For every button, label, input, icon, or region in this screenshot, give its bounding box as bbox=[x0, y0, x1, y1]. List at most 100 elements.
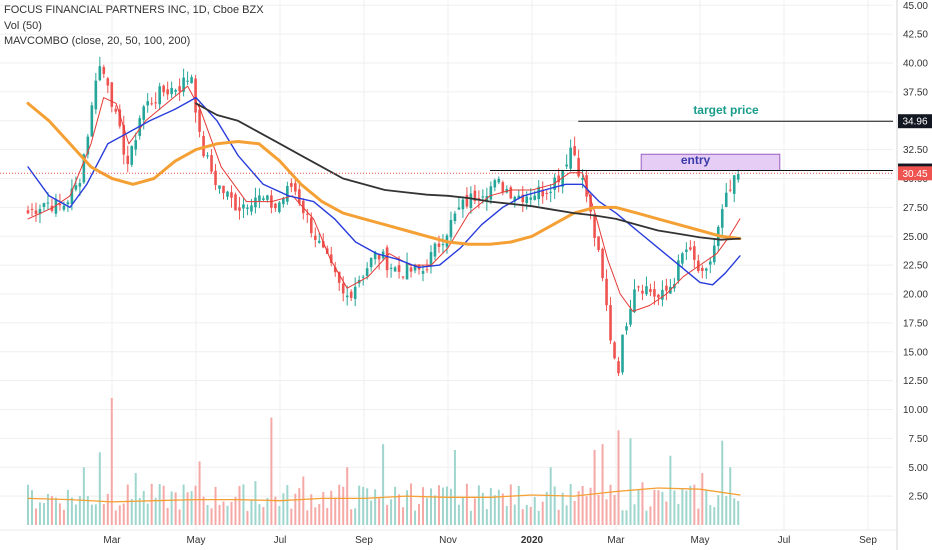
volume-bar bbox=[86, 496, 89, 525]
candle-body bbox=[298, 189, 301, 204]
volume-bar bbox=[426, 497, 428, 525]
volume-bar bbox=[166, 507, 169, 525]
candle-body bbox=[250, 205, 253, 212]
candle-body bbox=[106, 78, 110, 86]
candle-body bbox=[102, 67, 106, 74]
candle-body bbox=[118, 109, 122, 127]
candle-body bbox=[701, 267, 704, 271]
candle-body bbox=[441, 244, 445, 246]
candle-body bbox=[26, 210, 30, 214]
candle-body bbox=[246, 207, 249, 209]
candle-body bbox=[541, 189, 545, 197]
candle-body bbox=[317, 240, 321, 243]
volume-bar bbox=[465, 483, 468, 525]
candle-body bbox=[625, 326, 628, 331]
candle-body bbox=[282, 197, 285, 205]
candle-body bbox=[509, 187, 513, 199]
candle-body bbox=[286, 186, 289, 202]
volume-bar bbox=[422, 487, 425, 525]
volume-bar bbox=[645, 510, 648, 525]
volume-bar bbox=[390, 499, 393, 525]
candle-body bbox=[154, 102, 157, 104]
volume-bar bbox=[669, 455, 672, 525]
candle-body bbox=[62, 205, 66, 210]
y-tick-label: 2.50 bbox=[909, 492, 929, 503]
volume-bar bbox=[569, 484, 572, 525]
volume-bar bbox=[326, 507, 329, 525]
candle-body bbox=[186, 80, 189, 82]
candle-body bbox=[497, 178, 501, 183]
volume-bar bbox=[38, 502, 41, 525]
candle-body bbox=[182, 77, 185, 92]
volume-bar bbox=[653, 489, 656, 525]
candle-body bbox=[521, 194, 525, 203]
candle-body bbox=[86, 136, 90, 155]
symbol-title: FOCUS FINANCIAL PARTNERS INC, 1D, Cboe B… bbox=[4, 4, 264, 16]
candle-body bbox=[517, 195, 521, 199]
volume-bar bbox=[50, 496, 53, 525]
volume-bar bbox=[350, 509, 353, 525]
y-tick-label: 22.50 bbox=[903, 261, 928, 272]
volume-bar bbox=[146, 503, 149, 525]
candle-body bbox=[174, 90, 177, 92]
volume-bar bbox=[501, 493, 504, 525]
volume-bar bbox=[290, 508, 293, 525]
volume-bar bbox=[537, 510, 540, 525]
candle-body bbox=[421, 271, 425, 274]
candle-body bbox=[98, 66, 102, 81]
candle-body bbox=[457, 207, 461, 210]
candle-body bbox=[489, 186, 493, 200]
volume-bar bbox=[358, 485, 361, 525]
y-tick-label: 10.00 bbox=[903, 405, 928, 416]
y-tick-label: 5.00 bbox=[909, 463, 929, 474]
candle-body bbox=[130, 146, 134, 165]
candle-body bbox=[349, 291, 353, 298]
candle-body bbox=[146, 101, 149, 106]
y-tick-label: 32.50 bbox=[903, 145, 928, 156]
candle-body bbox=[525, 196, 529, 203]
candle-body bbox=[254, 197, 257, 208]
volume-bar bbox=[174, 492, 177, 525]
volume-bar bbox=[705, 490, 708, 525]
candle-body bbox=[389, 267, 393, 269]
volume-bar bbox=[138, 497, 141, 525]
volume-bar bbox=[414, 510, 417, 525]
volume-bar bbox=[342, 486, 345, 525]
candle-body bbox=[732, 175, 736, 194]
grid bbox=[0, 0, 893, 530]
y-tick-label: 15.00 bbox=[903, 347, 928, 358]
candle-body bbox=[166, 89, 169, 95]
volume-bar bbox=[561, 492, 564, 525]
volume-bar bbox=[338, 484, 341, 525]
candle-body bbox=[712, 245, 716, 263]
volume-bar bbox=[46, 493, 49, 525]
volume-bar bbox=[122, 503, 125, 525]
candle-body bbox=[134, 140, 138, 150]
volume-bar bbox=[106, 493, 109, 525]
volume-bar bbox=[521, 509, 524, 525]
candle-body bbox=[90, 105, 94, 137]
candle-body bbox=[473, 190, 477, 201]
volume-bar bbox=[230, 501, 233, 525]
volume-bar bbox=[410, 483, 413, 525]
candle-body bbox=[290, 183, 293, 187]
volume-bar bbox=[150, 483, 153, 525]
volume-bar bbox=[318, 503, 321, 525]
volume-bar bbox=[721, 440, 724, 525]
ma200-line bbox=[195, 102, 741, 241]
candle-body bbox=[577, 157, 580, 177]
volume-bar bbox=[346, 467, 349, 525]
volume-bar bbox=[382, 444, 385, 525]
volume-bar bbox=[206, 504, 209, 525]
price-badge-label: 34.96 bbox=[902, 117, 927, 128]
candle-body bbox=[601, 248, 604, 279]
candle-body bbox=[621, 334, 624, 373]
volume-bar bbox=[74, 504, 77, 525]
volume-bar bbox=[445, 486, 448, 525]
volume-bar bbox=[453, 449, 456, 525]
volume-bar bbox=[66, 489, 69, 525]
volume-bar bbox=[70, 497, 73, 525]
volume-bar bbox=[433, 495, 436, 525]
